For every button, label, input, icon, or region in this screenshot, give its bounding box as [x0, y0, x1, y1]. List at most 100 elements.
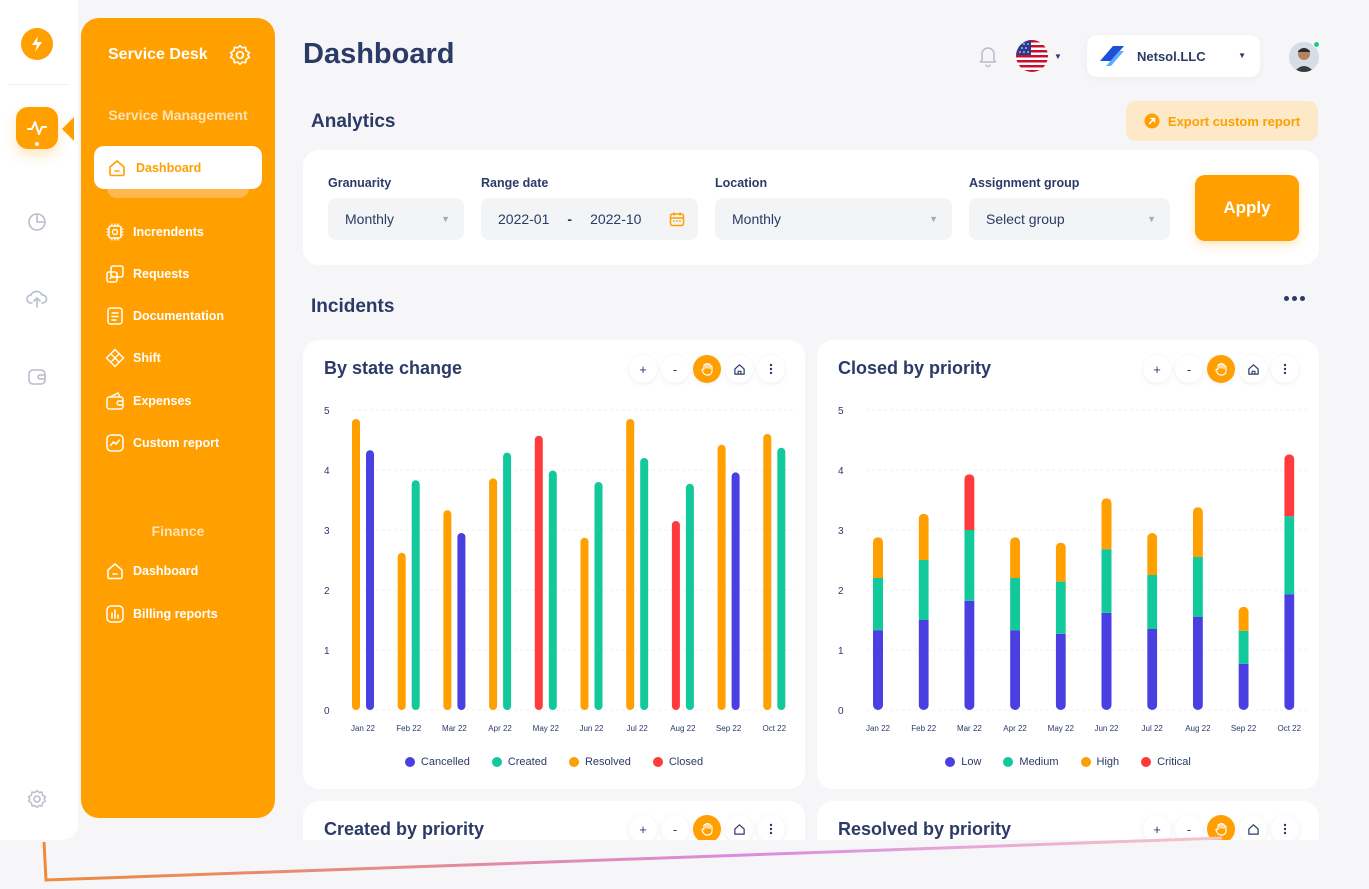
chart-menu-icon[interactable]: [757, 815, 785, 840]
bar-segment-medium[interactable]: [873, 578, 883, 631]
bar-segment-low[interactable]: [964, 600, 975, 710]
bar-segment-medium[interactable]: [1101, 549, 1112, 613]
legend-item[interactable]: Cancelled: [404, 756, 470, 768]
company-selector[interactable]: Netsol.LLC ▼: [1087, 35, 1260, 77]
reset-home-icon[interactable]: [1239, 355, 1267, 383]
bar-segment-medium[interactable]: [918, 560, 929, 620]
bar-resolved[interactable]: [397, 552, 406, 710]
sidebar-item-finance-dashboard[interactable]: Dashboard: [105, 560, 198, 582]
bar-segment-high[interactable]: [1147, 533, 1158, 575]
location-select[interactable]: Monthly ▼: [715, 198, 952, 240]
bar-segment-high[interactable]: [918, 513, 929, 560]
bar-closed[interactable]: [671, 521, 680, 710]
sidebar-item-expenses[interactable]: Expenses: [105, 390, 191, 412]
zoom-in-button[interactable]: +: [629, 355, 657, 383]
bar-segment-low[interactable]: [1192, 617, 1203, 710]
sidebar-item-dashboard[interactable]: Dashboard: [94, 146, 262, 189]
zoom-out-button[interactable]: -: [661, 355, 689, 383]
bar-resolved[interactable]: [489, 478, 498, 710]
sidebar-item-shift[interactable]: Shift: [105, 347, 161, 369]
bar-segment-low[interactable]: [918, 620, 929, 710]
legend-item[interactable]: Medium: [1003, 756, 1059, 768]
zoom-out-button[interactable]: -: [661, 815, 689, 840]
bar-created[interactable]: [503, 452, 512, 710]
sidebar-item-custom-report[interactable]: Custom report: [105, 432, 219, 454]
bolt-logo-icon[interactable]: [21, 28, 53, 60]
cloud-upload-icon[interactable]: [26, 288, 48, 310]
bar-segment-low[interactable]: [1238, 663, 1249, 710]
bar-created[interactable]: [594, 482, 603, 710]
granularity-select[interactable]: Monthly ▼: [328, 198, 464, 240]
legend-item[interactable]: Closed: [652, 756, 703, 768]
bar-segment-high[interactable]: [1010, 537, 1021, 578]
bar-segment-high[interactable]: [1101, 498, 1112, 550]
bar-segment-low[interactable]: [1147, 629, 1158, 710]
sidebar-item-billing-reports[interactable]: Billing reports: [105, 603, 218, 625]
bar-segment-low[interactable]: [873, 630, 883, 710]
language-caret-icon[interactable]: ▼: [1054, 52, 1062, 61]
legend-item[interactable]: High: [1080, 756, 1119, 768]
zoom-in-button[interactable]: +: [1143, 355, 1171, 383]
bar-segment-critical[interactable]: [1284, 454, 1295, 517]
bar-resolved[interactable]: [443, 510, 452, 710]
bar-segment-medium[interactable]: [964, 530, 975, 601]
bar-segment-medium[interactable]: [1147, 575, 1158, 629]
bar-created[interactable]: [640, 458, 649, 710]
pan-hand-icon[interactable]: [1207, 815, 1235, 840]
reset-home-icon[interactable]: [725, 815, 753, 840]
bar-segment-medium[interactable]: [1238, 630, 1249, 664]
export-custom-report-button[interactable]: Export custom report: [1126, 101, 1318, 141]
sidebar-item-incidents[interactable]: Increndents: [105, 221, 204, 243]
bar-segment-high[interactable]: [873, 537, 883, 578]
more-options-icon[interactable]: [1284, 296, 1305, 301]
sidebar-item-documentation[interactable]: Documentation: [105, 305, 224, 327]
bar-resolved[interactable]: [626, 419, 635, 710]
bar-segment-medium[interactable]: [1010, 578, 1021, 631]
wallet-icon[interactable]: [26, 366, 48, 388]
bar-segment-high[interactable]: [1192, 507, 1203, 557]
zoom-in-button[interactable]: +: [1143, 815, 1171, 840]
zoom-out-button[interactable]: -: [1175, 815, 1203, 840]
bar-cancelled[interactable]: [731, 472, 740, 710]
zoom-in-button[interactable]: +: [629, 815, 657, 840]
settings-gear-icon[interactable]: [26, 788, 48, 810]
bar-segment-low[interactable]: [1010, 630, 1021, 710]
range-date-picker[interactable]: 2022-01 - 2022-10: [481, 198, 698, 240]
bar-segment-low[interactable]: [1055, 633, 1066, 710]
assignment-group-select[interactable]: Select group ▼: [969, 198, 1170, 240]
bar-created[interactable]: [685, 483, 694, 710]
bar-segment-medium[interactable]: [1055, 581, 1066, 634]
legend-item[interactable]: Created: [491, 756, 547, 768]
bar-segment-low[interactable]: [1284, 594, 1295, 710]
bar-resolved[interactable]: [717, 444, 726, 710]
reset-home-icon[interactable]: [725, 355, 753, 383]
bar-segment-low[interactable]: [1101, 612, 1112, 710]
legend-item[interactable]: Low: [945, 756, 981, 768]
pie-chart-icon[interactable]: [26, 211, 48, 233]
bar-cancelled[interactable]: [366, 450, 374, 710]
bar-created[interactable]: [411, 480, 420, 710]
pan-hand-icon[interactable]: [693, 815, 721, 840]
us-flag-icon[interactable]: [1016, 40, 1048, 72]
bar-cancelled[interactable]: [457, 533, 466, 710]
activity-icon[interactable]: [16, 107, 58, 149]
apply-button[interactable]: Apply: [1195, 175, 1299, 241]
user-avatar[interactable]: [1289, 42, 1319, 72]
bar-segment-medium[interactable]: [1192, 557, 1203, 617]
reset-home-icon[interactable]: [1239, 815, 1267, 840]
bar-created[interactable]: [777, 447, 786, 710]
notification-bell-icon[interactable]: [978, 45, 998, 68]
pan-hand-icon[interactable]: [1207, 355, 1235, 383]
pan-hand-icon[interactable]: [693, 355, 721, 383]
bar-resolved[interactable]: [763, 434, 772, 710]
bar-segment-medium[interactable]: [1284, 516, 1295, 595]
chart-menu-icon[interactable]: [1271, 815, 1299, 840]
chart-menu-icon[interactable]: [757, 355, 785, 383]
legend-item[interactable]: Critical: [1141, 756, 1191, 768]
bar-created[interactable]: [548, 470, 557, 710]
bar-resolved[interactable]: [352, 419, 360, 710]
zoom-out-button[interactable]: -: [1175, 355, 1203, 383]
bar-segment-high[interactable]: [1238, 606, 1249, 631]
chart-menu-icon[interactable]: [1271, 355, 1299, 383]
sidebar-settings-icon[interactable]: [229, 44, 251, 66]
